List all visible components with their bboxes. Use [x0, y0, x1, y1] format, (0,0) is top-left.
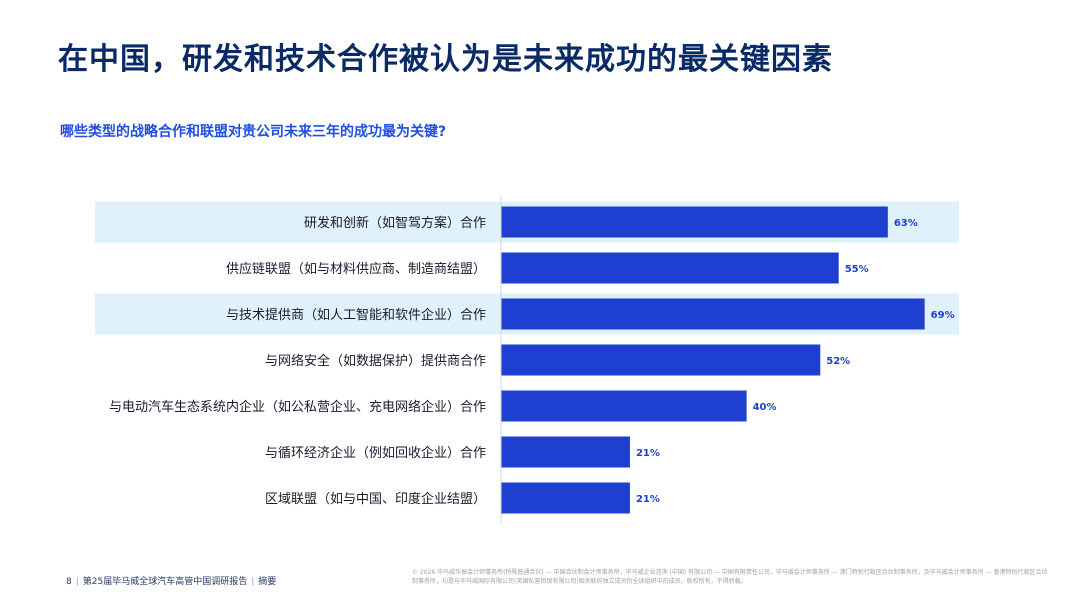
survey-question: 哪些类型的战略合作和联盟对贵公司未来三年的成功最为关键? [60, 124, 447, 140]
value-label: 52% [826, 356, 850, 367]
category-label: 与技术提供商（如人工智能和软件企业）合作 [226, 307, 486, 323]
value-label: 69% [931, 310, 955, 321]
bar [501, 252, 839, 284]
bar [501, 436, 630, 468]
category-label: 与电动汽车生态系统内企业（如公私营企业、充电网络企业）合作 [109, 399, 486, 415]
footer: 8 | 第25届毕马威全球汽车高管中国调研报告 | 摘要 [66, 574, 276, 587]
category-label: 研发和创新（如智驾方案）合作 [304, 215, 486, 231]
bar [501, 482, 630, 514]
category-label: 与网络安全（如数据保护）提供商合作 [265, 353, 486, 369]
value-label: 55% [845, 264, 869, 275]
category-label: 区域联盟（如与中国、印度企业结盟） [265, 491, 486, 507]
bar [501, 344, 821, 376]
category-label: 供应链联盟（如与材料供应商、制造商结盟） [226, 261, 486, 277]
value-label: 63% [894, 218, 918, 229]
value-label: 21% [636, 448, 660, 459]
page-number: 8 [66, 577, 72, 587]
report-name: 第25届毕马威全球汽车高管中国调研报告 [82, 577, 248, 587]
bar [501, 390, 747, 422]
bar [501, 298, 925, 330]
footer-divider: | [251, 577, 255, 587]
footer-divider: | [75, 577, 79, 587]
value-label: 21% [636, 494, 660, 505]
copyright-disclaimer: © 2026 毕马威华振会计师事务所(特殊普通合伙) — 中国合伙制会计师事务所… [412, 569, 1048, 585]
page-title: 在中国，研发和技术合作被认为是未来成功的最关键因素 [58, 42, 833, 77]
value-label: 40% [753, 402, 777, 413]
bar-chart: 研发和创新（如智驾方案）合作 63% 供应链联盟（如与材料供应商、制造商结盟） 55%… [95, 195, 959, 523]
bar [501, 206, 888, 238]
category-label: 与循环经济企业（例如回收企业）合作 [265, 445, 486, 461]
section-name: 摘要 [258, 577, 277, 587]
